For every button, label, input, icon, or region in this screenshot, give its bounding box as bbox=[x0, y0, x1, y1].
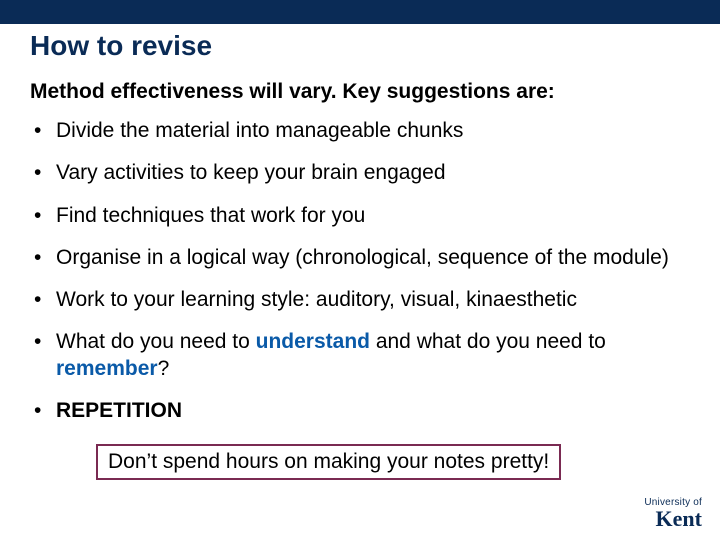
bullet-list: Divide the material into manageable chun… bbox=[0, 110, 720, 432]
bullet-item: Work to your learning style: auditory, v… bbox=[30, 279, 690, 321]
footer-line2: Kent bbox=[644, 508, 702, 530]
slide-title: How to revise bbox=[0, 24, 720, 62]
callout-container: Don’t spend hours on making your notes p… bbox=[0, 432, 720, 480]
bullet-item: Divide the material into manageable chun… bbox=[30, 110, 690, 152]
bullet-item: What do you need to understand and what … bbox=[30, 321, 690, 390]
footer-logo: University of Kent bbox=[644, 498, 702, 530]
bullet-item: Find techniques that work for you bbox=[30, 195, 690, 237]
intro-text: Method effectiveness will vary. Key sugg… bbox=[0, 62, 720, 110]
bullet-item: Vary activities to keep your brain engag… bbox=[30, 152, 690, 194]
slide: How to revise Method effectiveness will … bbox=[0, 0, 720, 540]
top-bar bbox=[0, 0, 720, 24]
bullet-item: REPETITION bbox=[30, 390, 690, 432]
bullet-item: Organise in a logical way (chronological… bbox=[30, 237, 690, 279]
callout-box: Don’t spend hours on making your notes p… bbox=[96, 444, 561, 480]
